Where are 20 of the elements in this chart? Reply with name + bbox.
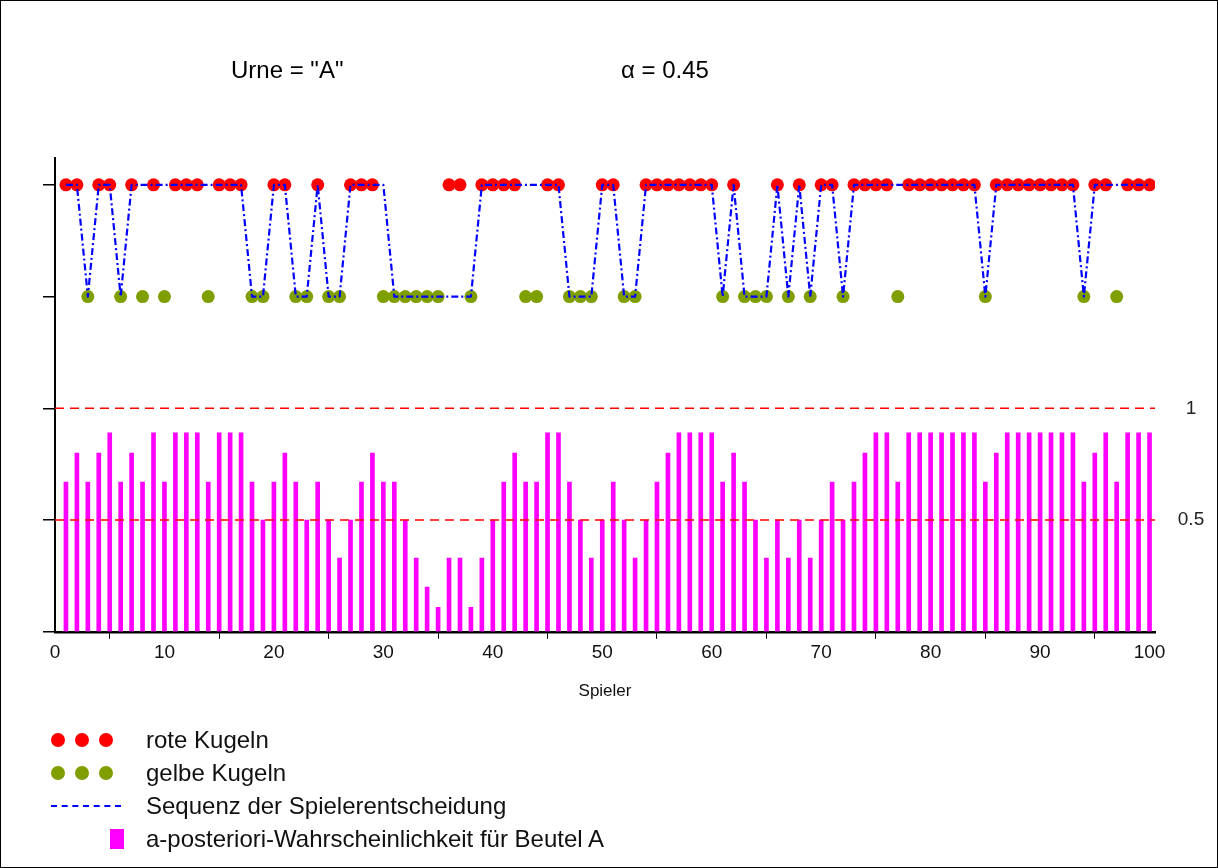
chart-subtitle: α = 0.45 [621, 56, 709, 84]
x-tick-label: 20 [263, 641, 285, 663]
legend-label: Sequenz der Spielerentscheidung [146, 791, 507, 820]
y-tick-label: 1 [1185, 396, 1197, 418]
x-tick-label: 60 [701, 641, 723, 663]
x-tick-label: 10 [153, 641, 176, 663]
x-tick-label: 100 [1133, 641, 1166, 663]
x-axis-title: Spieler [578, 681, 632, 701]
legend-label: rote Kugeln [146, 725, 269, 754]
legend-label: gelbe Kugeln [146, 758, 287, 787]
y-tick-label: 0.5 [1177, 508, 1205, 530]
x-tick-label: 70 [810, 641, 832, 663]
x-tick-label: 90 [1029, 641, 1051, 663]
x-tick-label: 30 [372, 641, 394, 663]
x-tick-label: 40 [482, 641, 504, 663]
x-tick-label: 80 [920, 641, 942, 663]
x-tick-label: 50 [591, 641, 613, 663]
chart-title: Urne = "A" [231, 56, 344, 84]
x-tick-label: 0 [49, 641, 61, 663]
legend-label: a-posteriori-Wahrscheinlichkeit für Beutel A [146, 824, 604, 853]
